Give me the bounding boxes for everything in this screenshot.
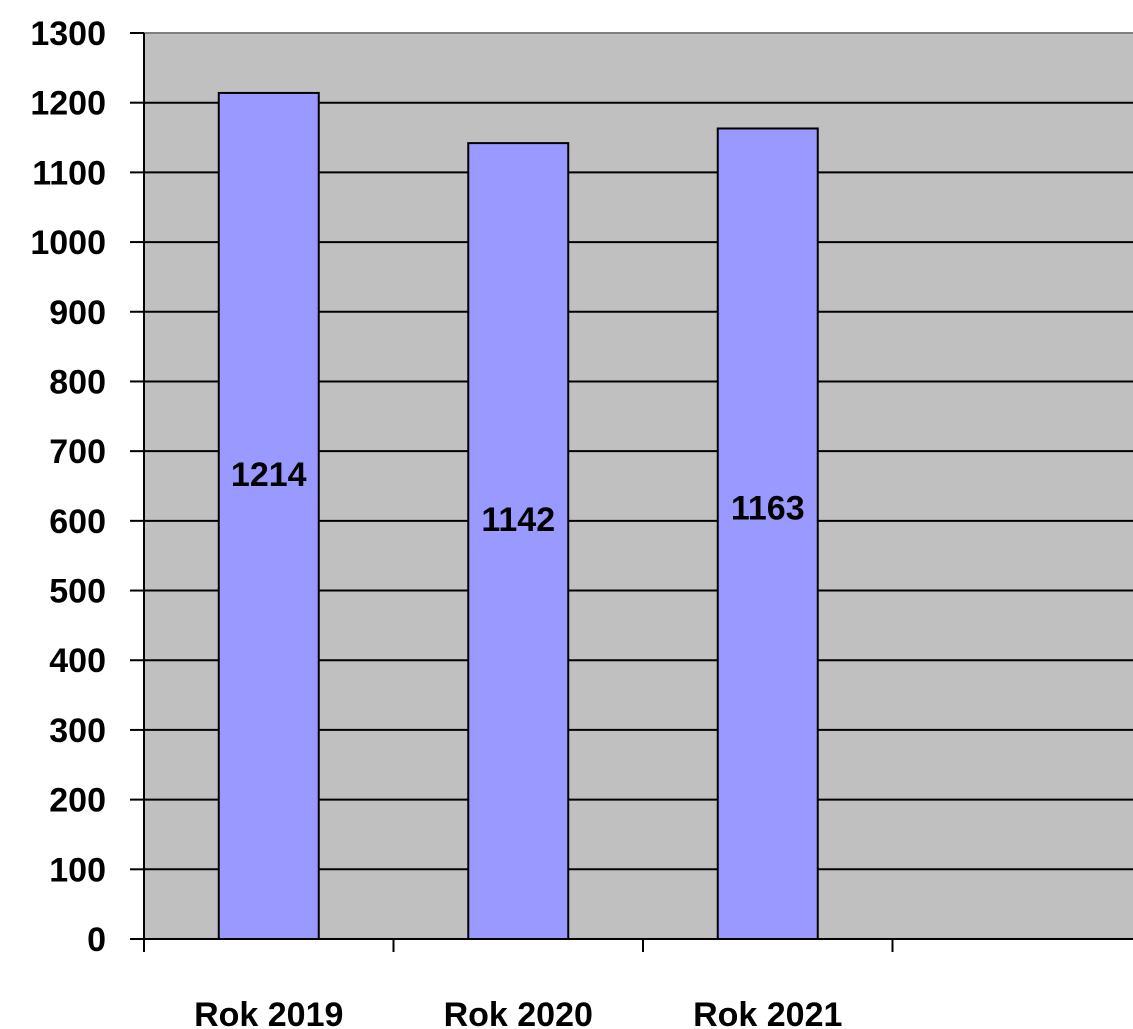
x-tick-label: Rok 2020	[444, 996, 593, 1029]
y-tick-labels: 0 100 200 300 400 500 600 700 800 900 1000 1100 1200…	[30, 15, 106, 959]
x-tick-label: Rok 2021	[693, 996, 842, 1029]
bars	[217, 91, 819, 941]
y-tick-label: 1000	[30, 224, 106, 262]
data-label: 1214	[231, 456, 307, 494]
axes	[130, 32, 1133, 952]
y-tick-label: 200	[49, 782, 106, 820]
bar-rok-2019	[217, 91, 320, 941]
data-labels: 1214 1142 1163	[231, 456, 805, 539]
data-label: 1163	[731, 490, 805, 528]
y-tick-label: 500	[49, 573, 106, 611]
y-tick-label: 0	[87, 921, 106, 959]
y-tick-label: 400	[49, 642, 106, 680]
y-tick-label: 1100	[32, 154, 106, 192]
y-tick-label: 100	[49, 851, 106, 889]
y-tick-label: 1300	[30, 15, 106, 53]
y-tick-label: 300	[49, 712, 106, 750]
x-tick-labels: Rok 2019 Rok 2020 Rok 2021	[194, 996, 842, 1029]
bar-rok-2020	[467, 142, 570, 941]
x-tick-label: Rok 2019	[194, 996, 343, 1029]
y-tick-label: 900	[49, 294, 106, 332]
y-tick-label: 600	[49, 503, 106, 541]
y-tick-label: 1200	[30, 85, 106, 123]
y-tick-label: 800	[49, 363, 106, 401]
y-tick-label: 700	[49, 433, 106, 471]
bar-rok-2021	[716, 127, 819, 940]
data-label: 1142	[481, 501, 555, 539]
